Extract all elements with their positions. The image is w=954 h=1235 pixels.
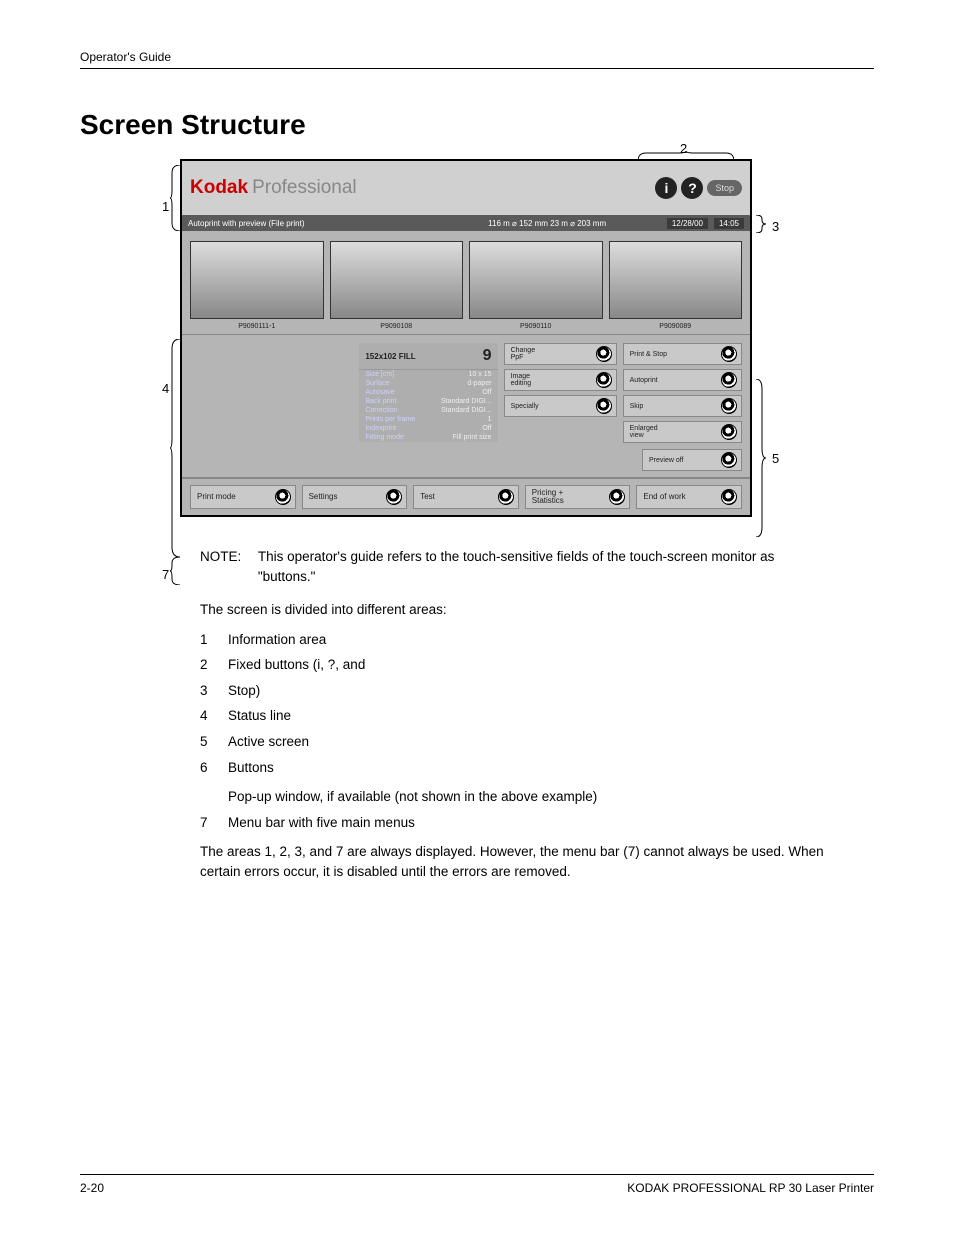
btn-a-2[interactable]: Specially bbox=[504, 395, 617, 417]
area-item: 3Stop) bbox=[200, 681, 834, 701]
menu-btn-2[interactable]: Test bbox=[413, 485, 519, 509]
btn-a-0[interactable]: ChangePpF bbox=[504, 343, 617, 365]
btn-b-1[interactable]: Autoprint bbox=[623, 369, 742, 391]
button-icon bbox=[596, 398, 612, 414]
brand-logo: Kodak bbox=[190, 177, 248, 199]
bracket-5 bbox=[756, 379, 770, 537]
button-icon bbox=[721, 489, 737, 505]
info-panel: 152x102 FILL 9 Size [cm]10 x 15Surfaced-… bbox=[359, 343, 497, 442]
button-col-a: ChangePpF Imageediting Specially bbox=[504, 343, 617, 417]
note-label: NOTE: bbox=[200, 547, 258, 586]
preview-off-button[interactable]: Preview off bbox=[642, 449, 742, 471]
thumb-2[interactable]: P9090108 bbox=[330, 241, 464, 330]
button-icon bbox=[721, 346, 737, 362]
info-row: Prints per frame1 bbox=[359, 415, 497, 424]
menu-btn-1[interactable]: Settings bbox=[302, 485, 408, 509]
status-time: 14:05 bbox=[714, 218, 744, 229]
callout-3: 3 bbox=[772, 219, 779, 234]
page-title: Screen Structure bbox=[80, 109, 874, 141]
body-text: NOTE: This operator's guide refers to th… bbox=[200, 547, 834, 881]
button-icon bbox=[596, 346, 612, 362]
info-area: Kodak Professional i ? Stop bbox=[182, 161, 750, 215]
thumb-1[interactable]: P9090111-1 bbox=[190, 241, 324, 330]
info-row: Size [cm]10 x 15 bbox=[359, 370, 497, 379]
info-icon[interactable]: i bbox=[655, 177, 677, 199]
callout-4: 4 bbox=[162, 381, 169, 396]
callout-5: 5 bbox=[772, 451, 779, 466]
button-icon bbox=[275, 489, 291, 505]
preview-row: Preview off bbox=[182, 449, 750, 479]
area-list-7: 7Menu bar with five main menus bbox=[200, 813, 834, 833]
btn-a-1[interactable]: Imageediting bbox=[504, 369, 617, 391]
bracket-7 bbox=[170, 557, 182, 585]
thumb-4[interactable]: P9090089 bbox=[609, 241, 743, 330]
info-row: Back printStandard DIGI... bbox=[359, 397, 497, 406]
bracket-3 bbox=[756, 215, 770, 233]
button-col-b: Print & Stop Autoprint Skip Enlargedview bbox=[623, 343, 742, 443]
area-item: 2Fixed buttons (i, ?, and bbox=[200, 655, 834, 675]
info-row: AutosaveOff bbox=[359, 388, 497, 397]
button-icon bbox=[721, 424, 737, 440]
help-icon[interactable]: ? bbox=[681, 177, 703, 199]
button-icon bbox=[721, 398, 737, 414]
page-header: Operator's Guide bbox=[80, 50, 874, 69]
outro: The areas 1, 2, 3, and 7 are always disp… bbox=[200, 842, 834, 881]
button-icon bbox=[721, 372, 737, 388]
area-item: 1Information area bbox=[200, 630, 834, 650]
fixed-buttons: i ? Stop bbox=[655, 177, 742, 199]
status-paper: 116 m ⌀ 152 mm 23 m ⌀ 203 mm bbox=[427, 219, 666, 228]
menu-btn-4[interactable]: End of work bbox=[636, 485, 742, 509]
info-row: CorrectionStandard DIGI... bbox=[359, 406, 497, 415]
menu-btn-3[interactable]: Pricing +Statistics bbox=[525, 485, 631, 509]
status-date: 12/28/00 bbox=[667, 218, 708, 229]
note: NOTE: This operator's guide refers to th… bbox=[200, 547, 834, 586]
stop-button[interactable]: Stop bbox=[707, 180, 742, 196]
area-list: 1Information area 2Fixed buttons (i, ?, a… bbox=[200, 630, 834, 777]
intro: The screen is divided into different are… bbox=[200, 600, 834, 620]
info-row: IndexprintOff bbox=[359, 424, 497, 433]
page-footer: 2-20 KODAK PROFESSIONAL RP 30 Laser Prin… bbox=[80, 1174, 874, 1195]
item-6-sub: Pop-up window, if available (not shown i… bbox=[228, 787, 834, 807]
button-icon bbox=[609, 489, 625, 505]
area-item: 6Buttons bbox=[200, 758, 834, 778]
area-item: 5Active screen bbox=[200, 732, 834, 752]
screenshot: Kodak Professional i ? Stop Autoprint wi… bbox=[180, 159, 752, 517]
btn-b-2[interactable]: Skip bbox=[623, 395, 742, 417]
btn-b-0[interactable]: Print & Stop bbox=[623, 343, 742, 365]
button-icon bbox=[386, 489, 402, 505]
callout-1: 1 bbox=[162, 199, 169, 214]
menu-bar: Print modeSettingsTestPricing +Statistic… bbox=[182, 479, 750, 515]
info-row: Fitting modeFill print size bbox=[359, 433, 497, 442]
format-label: 152x102 FILL bbox=[365, 352, 415, 361]
menu-btn-0[interactable]: Print mode bbox=[190, 485, 296, 509]
button-icon bbox=[596, 372, 612, 388]
product-name: KODAK PROFESSIONAL RP 30 Laser Printer bbox=[627, 1181, 874, 1195]
button-icon bbox=[721, 452, 737, 468]
note-text: This operator's guide refers to the touc… bbox=[258, 547, 834, 586]
status-mode: Autoprint with preview (File print) bbox=[188, 219, 427, 228]
page-number: 2-20 bbox=[80, 1181, 104, 1195]
btn-b-3[interactable]: Enlargedview bbox=[623, 421, 742, 443]
button-icon bbox=[498, 489, 514, 505]
thumbnails: P9090111-1 P9090108 P9090110 P9090089 bbox=[182, 231, 750, 334]
callout-7: 7 bbox=[162, 567, 169, 582]
thumb-3[interactable]: P9090110 bbox=[469, 241, 603, 330]
brand-word: Professional bbox=[252, 177, 357, 199]
frame-number: 9 bbox=[483, 347, 492, 365]
status-line: Autoprint with preview (File print) 116 … bbox=[182, 215, 750, 231]
info-row: Surfaced-paper bbox=[359, 379, 497, 388]
area-item: 4Status line bbox=[200, 706, 834, 726]
active-screen: 152x102 FILL 9 Size [cm]10 x 15Surfaced-… bbox=[182, 334, 750, 449]
figure: 1 2 3 4 5 7 Kodak Professional i ? Stop … bbox=[180, 159, 874, 517]
